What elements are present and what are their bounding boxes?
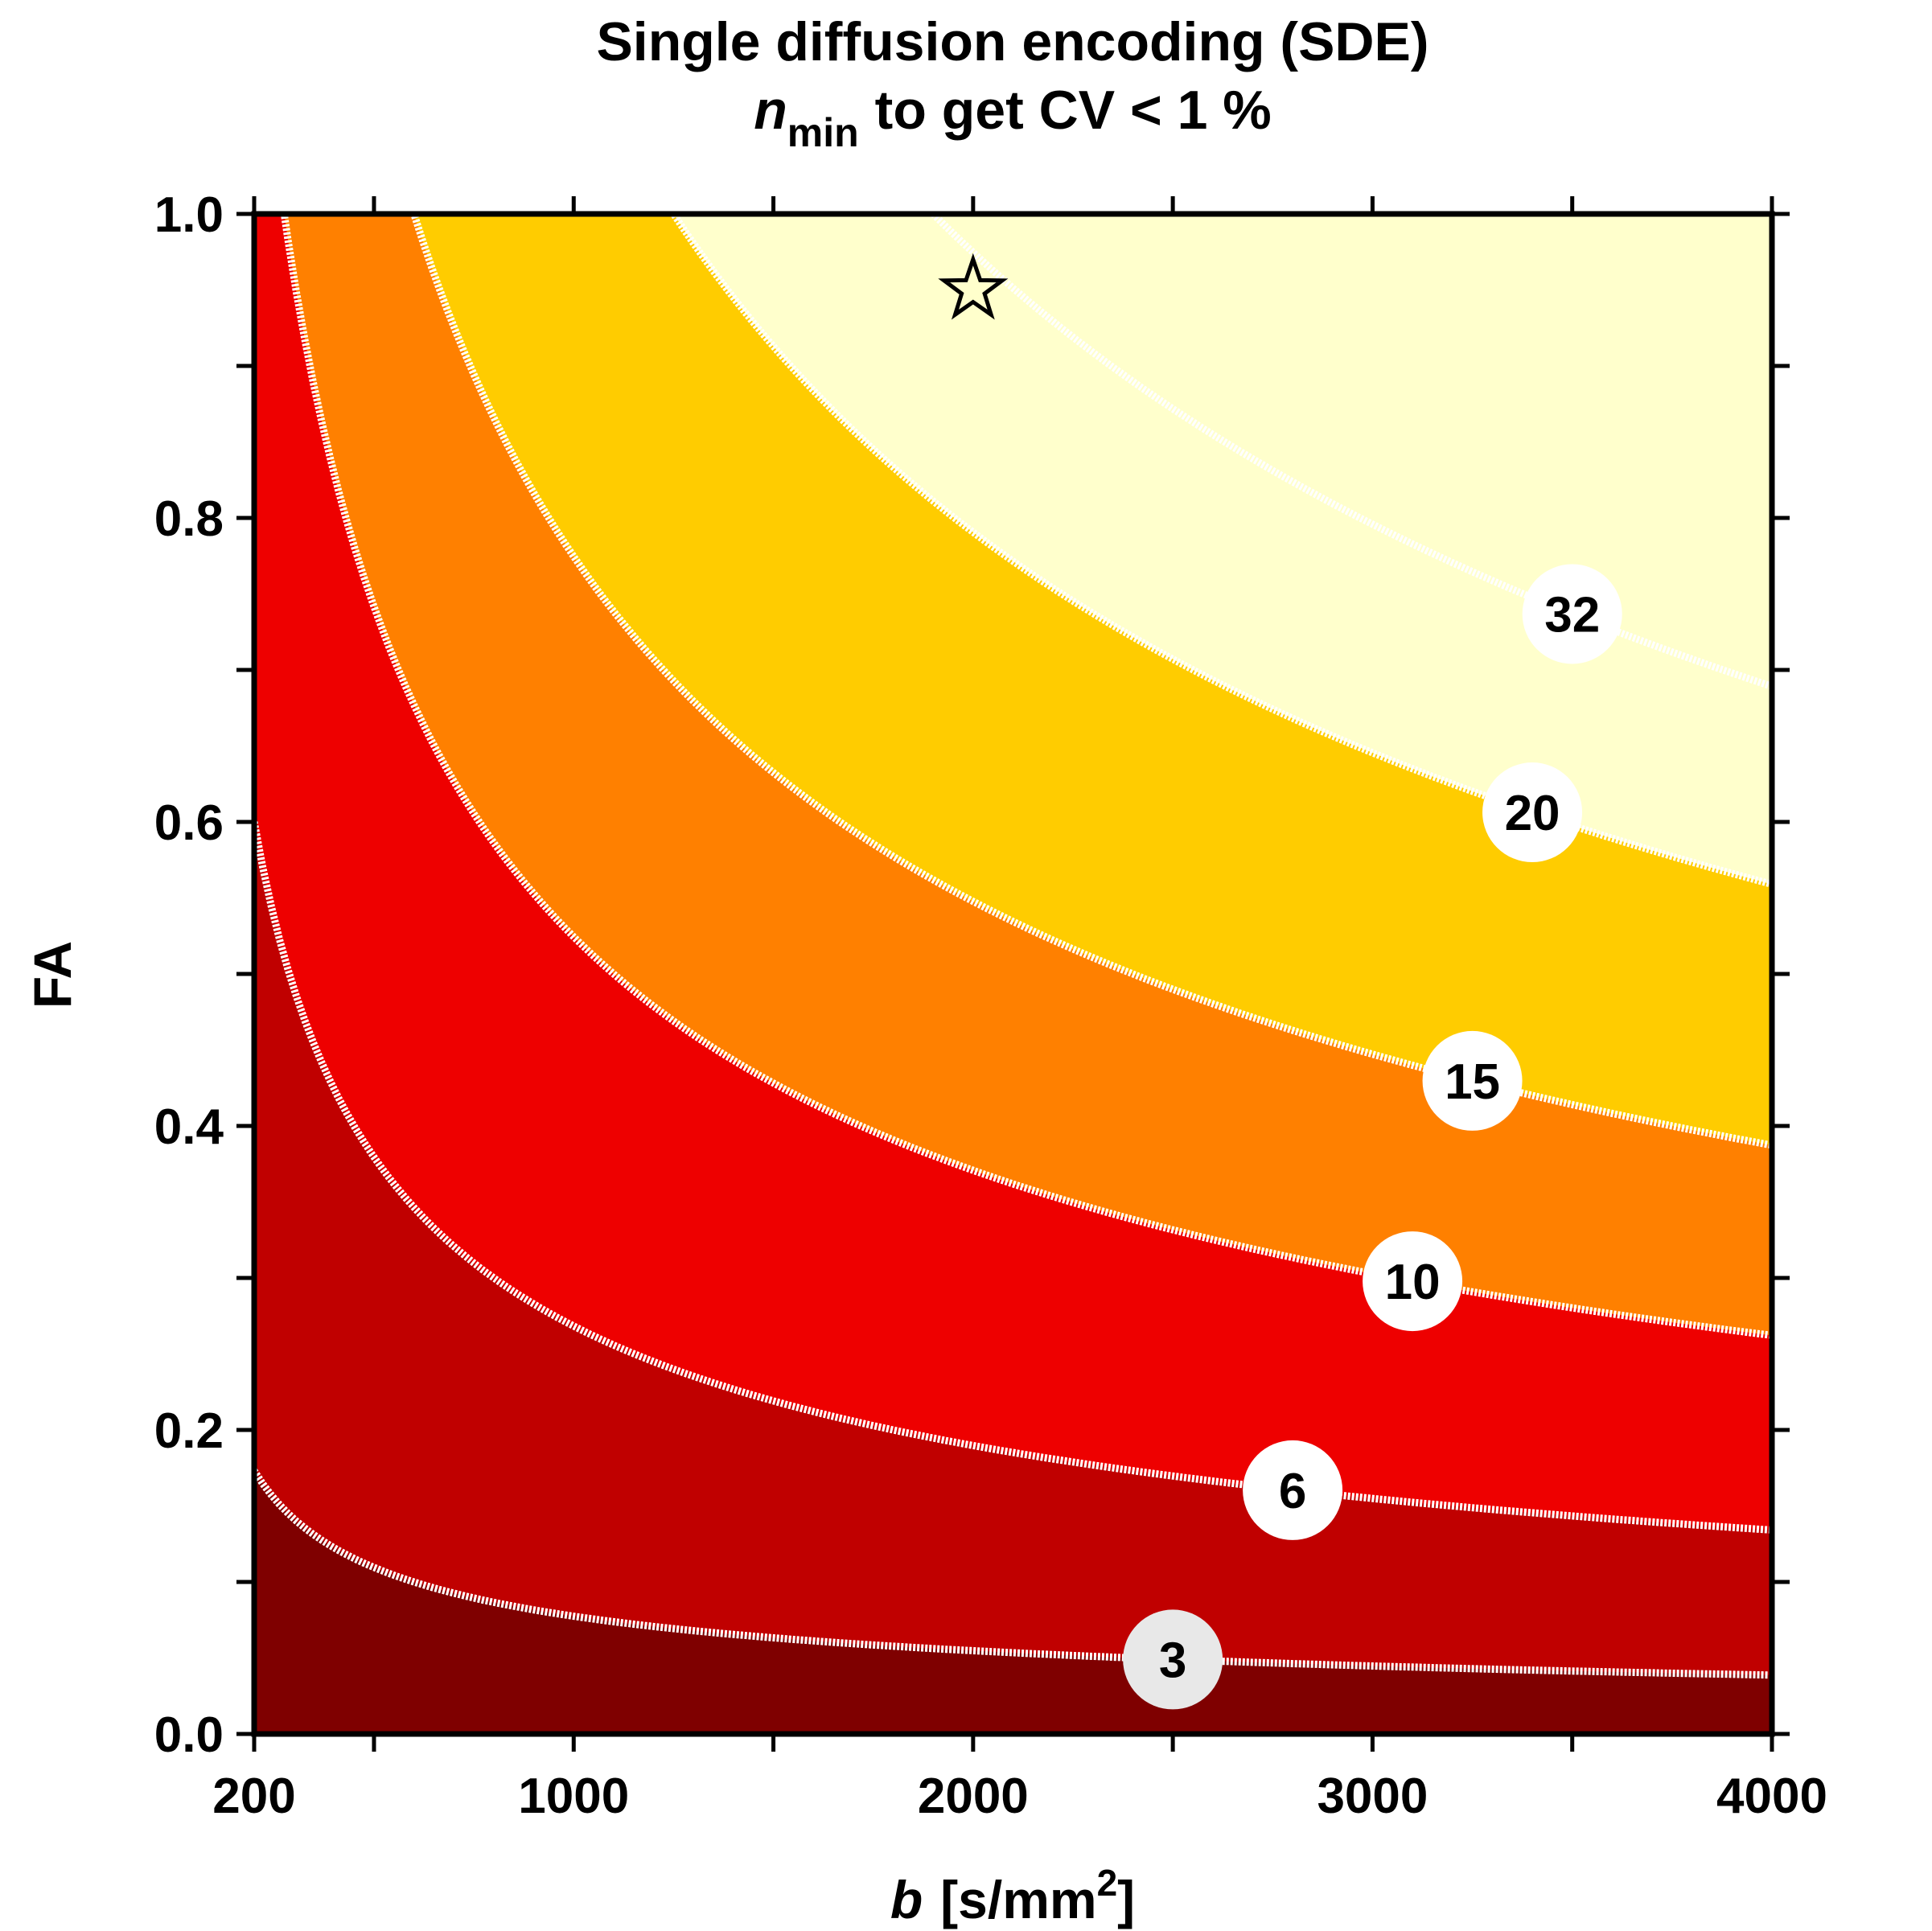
- contour-label-bg: [1243, 1440, 1343, 1540]
- contour-line-6: [254, 821, 1772, 1534]
- x-tick-label: 200: [212, 1769, 295, 1824]
- y-tick-label: 0.0: [154, 1707, 224, 1763]
- contour-label-text: 3: [1159, 1633, 1186, 1688]
- contour-label-3: 3: [1123, 1609, 1223, 1710]
- title-rest: to get CV < 1 %: [875, 80, 1272, 141]
- contour-label-20: 20: [1482, 762, 1583, 863]
- title-n-subscript: min: [787, 110, 859, 155]
- title-n-symbol: n: [754, 80, 787, 141]
- contour-label-bg: [1422, 1030, 1523, 1131]
- y-tick-label: 1.0: [154, 187, 224, 243]
- x-axis-label-close: ]: [1117, 1870, 1135, 1929]
- y-tick-label: 0.8: [154, 491, 224, 547]
- contour-label-text: 10: [1385, 1255, 1441, 1310]
- x-tick-label: 3000: [1317, 1769, 1428, 1824]
- contour-line-10: [280, 214, 1772, 1339]
- chart-title-line1: Single diffusion encoding (SDE): [596, 11, 1428, 72]
- contour-regions: [254, 214, 1772, 1734]
- region-6: [254, 822, 1772, 1734]
- x-axis-label-var: b: [890, 1870, 923, 1929]
- y-tick-label: 0.2: [154, 1403, 224, 1459]
- y-axis-label: FA: [23, 941, 82, 1009]
- contour-label-bg: [1522, 564, 1622, 664]
- contour-label-6: 6: [1243, 1440, 1343, 1540]
- x-tick-label: 1000: [518, 1769, 629, 1824]
- contour-label-bg: [1482, 762, 1583, 863]
- x-tick-label: 4000: [1716, 1769, 1827, 1824]
- contour-label-bg: [1363, 1231, 1463, 1332]
- contour-label-15: 15: [1422, 1030, 1523, 1131]
- y-tick-label: 0.4: [154, 1099, 224, 1155]
- y-tick-label: 0.6: [154, 795, 224, 851]
- contour-labels: 3 6 10 15 20 32: [1123, 564, 1622, 1710]
- contour-line-32: [927, 214, 1772, 690]
- x-tick-label: 2000: [918, 1769, 1029, 1824]
- x-axis-label-sup: 2: [1097, 1862, 1118, 1904]
- contour-label-text: 32: [1544, 587, 1600, 643]
- contour-label-32: 32: [1522, 564, 1622, 664]
- contour-label-text: 15: [1445, 1054, 1500, 1110]
- x-axis-label-unit: [s/mm: [940, 1870, 1096, 1929]
- axis-tick-labels: 200 1000 2000 3000 4000 0.0 0.2 0.4 0.6 0.8 1.0: [154, 187, 1827, 1824]
- contour-label-10: 10: [1363, 1231, 1463, 1332]
- contour-label-bg: [1123, 1609, 1223, 1710]
- axis-ticks: [236, 196, 1790, 1752]
- contour-line-3: [254, 1469, 1772, 1679]
- chart-title-line2: nmin to get CV < 1 %: [754, 80, 1272, 155]
- marker-layer: [938, 253, 1009, 320]
- star-marker: [938, 253, 1009, 320]
- contour-label-text: 6: [1279, 1464, 1306, 1519]
- x-axis-label: b [s/mm2]: [890, 1862, 1135, 1929]
- contour-label-text: 20: [1505, 786, 1560, 841]
